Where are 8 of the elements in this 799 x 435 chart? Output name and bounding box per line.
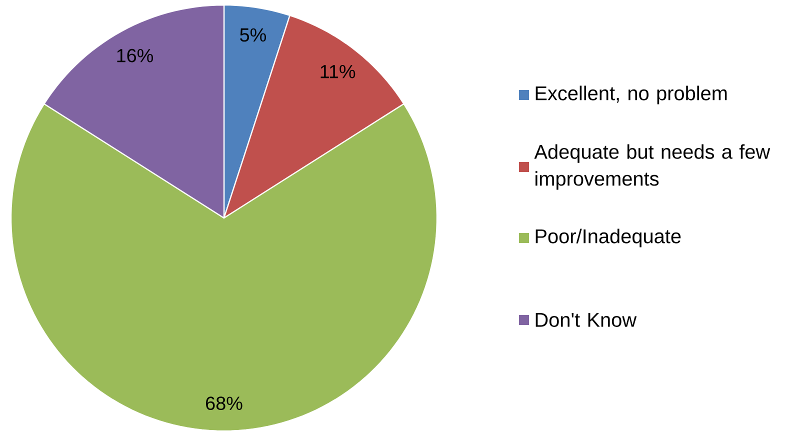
data-label: 5% <box>240 28 266 42</box>
legend-label: Don't Know <box>536 313 637 327</box>
data-label: 68% <box>206 396 242 410</box>
data-label: 16% <box>117 48 153 62</box>
data-label: 11% <box>320 64 356 78</box>
legend-label: Adequate but needs a few improvements <box>534 144 770 190</box>
legend-label: Excellent, no problem <box>536 86 727 104</box>
legend-label: Poor/Inadequate <box>536 228 681 248</box>
